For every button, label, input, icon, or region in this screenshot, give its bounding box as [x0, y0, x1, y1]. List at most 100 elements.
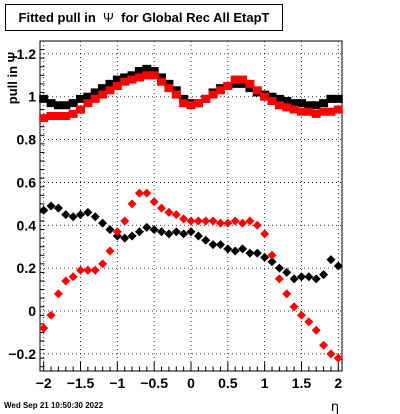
data-point [112, 227, 122, 237]
data-point [274, 274, 284, 284]
x-tick-label: 2 [334, 375, 342, 391]
data-point [304, 107, 314, 116]
data-point [186, 101, 196, 110]
data-point [208, 90, 218, 99]
series-1 [39, 71, 343, 123]
data-point [326, 255, 336, 265]
data-point [245, 216, 255, 226]
data-point [333, 353, 343, 363]
data-point [179, 214, 189, 224]
x-tick-label: −2 [36, 375, 52, 391]
series-2 [39, 201, 343, 284]
data-point [142, 71, 152, 80]
data-point [179, 99, 189, 108]
data-point [201, 235, 211, 245]
data-point [230, 79, 240, 88]
data-point [319, 107, 329, 116]
data-point [164, 79, 174, 88]
data-point [289, 274, 299, 284]
data-point [186, 227, 196, 237]
data-point [164, 207, 174, 217]
data-point [164, 229, 174, 239]
data-point [319, 99, 329, 108]
data-point [282, 103, 292, 112]
data-point [326, 94, 336, 103]
data-point [68, 109, 78, 118]
data-point [215, 240, 225, 250]
data-point [215, 218, 225, 228]
data-point [68, 99, 78, 108]
data-point [134, 73, 144, 82]
data-point [157, 227, 167, 237]
axes: −2 −1.5 −1 −0.5 0 0.5 1 1.5 2 −0.2 0 0.2 0.4 0.6 0.8 1 1… [8, 40, 343, 391]
data-point [304, 272, 314, 282]
data-point [296, 310, 306, 320]
data-point [267, 257, 277, 267]
data-point [171, 227, 181, 237]
data-point [311, 109, 321, 118]
data-point [46, 99, 56, 108]
y-tick-label: 0.4 [17, 217, 37, 233]
grid-lines [40, 41, 342, 371]
data-point [282, 267, 292, 277]
data-point [105, 225, 115, 235]
data-point [193, 231, 203, 241]
data-point [157, 73, 167, 82]
timestamp: Wed Sep 21 10:50:30 2022 [4, 401, 104, 410]
y-tick-label: 1 [28, 89, 36, 105]
x-axis-label: η [331, 400, 339, 414]
data-point [83, 265, 93, 275]
data-point [230, 246, 240, 256]
data-point [333, 105, 343, 114]
data-point [61, 101, 71, 110]
data-point [157, 203, 167, 213]
data-point [90, 212, 100, 222]
data-point [46, 112, 56, 120]
y-tick-label: 0 [28, 303, 36, 319]
x-tick-label: 1.5 [292, 375, 312, 391]
data-point [274, 263, 284, 273]
chart-title-prefix: Fitted pull in [18, 10, 96, 25]
data-point [68, 272, 78, 282]
data-point [274, 101, 284, 110]
data-point [326, 107, 336, 116]
data-point [105, 246, 115, 256]
x-tick-label: −1 [109, 375, 125, 391]
data-point [179, 229, 189, 239]
data-point [252, 248, 262, 258]
data-point [120, 233, 130, 243]
data-point [61, 210, 71, 220]
data-point [274, 94, 284, 103]
data-point [76, 94, 86, 103]
data-point [68, 212, 78, 222]
data-point [260, 92, 270, 101]
data-point [289, 99, 299, 108]
data-point [238, 218, 248, 228]
data-point [201, 216, 211, 226]
data-point [252, 220, 262, 230]
data-point [326, 349, 336, 359]
data-point [208, 216, 218, 226]
data-point [179, 94, 189, 103]
data-point [230, 75, 240, 84]
data-point [296, 272, 306, 282]
data-point [319, 270, 329, 280]
data-point [61, 276, 71, 286]
data-point [53, 289, 63, 299]
data-point [289, 302, 299, 312]
data-point [39, 323, 49, 333]
data-point [193, 216, 203, 226]
data-point [311, 101, 321, 110]
data-point [333, 261, 343, 271]
data-point [83, 207, 93, 217]
y-tick-label: 0.2 [17, 260, 37, 276]
data-point [171, 210, 181, 220]
data-point [90, 94, 100, 103]
data-point [76, 265, 86, 275]
data-point [90, 88, 100, 97]
data-point [90, 265, 100, 275]
data-point [120, 216, 130, 226]
data-point [98, 259, 108, 269]
data-point [149, 225, 159, 235]
